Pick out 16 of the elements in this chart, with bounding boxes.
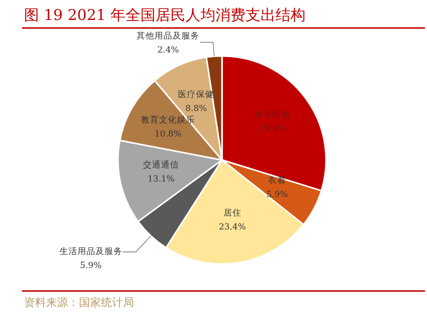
chart-title: 图 19 2021 年全国居民人均消费支出结构 bbox=[24, 6, 306, 24]
data-label: 2.4% bbox=[157, 45, 179, 56]
data-label: 5.9% bbox=[266, 190, 288, 200]
data-label: 5.9% bbox=[80, 260, 102, 271]
slice-label: 食品烟酒 bbox=[254, 108, 290, 120]
slice-label: 居住 bbox=[223, 208, 242, 219]
slice-label: 衣着 bbox=[268, 175, 286, 186]
slice-label: 其他用品及服务 bbox=[136, 30, 200, 42]
slice-label: 生活用品及服务 bbox=[59, 246, 122, 257]
data-label: 13.1% bbox=[148, 174, 175, 185]
data-label: 29.8% bbox=[258, 124, 286, 134]
text: 资料来源：国家统计局 bbox=[24, 296, 134, 309]
data-label: 10.8% bbox=[154, 130, 182, 140]
slice-label: 交通通信 bbox=[143, 160, 180, 171]
data-label: 23.4% bbox=[218, 222, 246, 233]
data-label: 8.8% bbox=[185, 104, 207, 114]
